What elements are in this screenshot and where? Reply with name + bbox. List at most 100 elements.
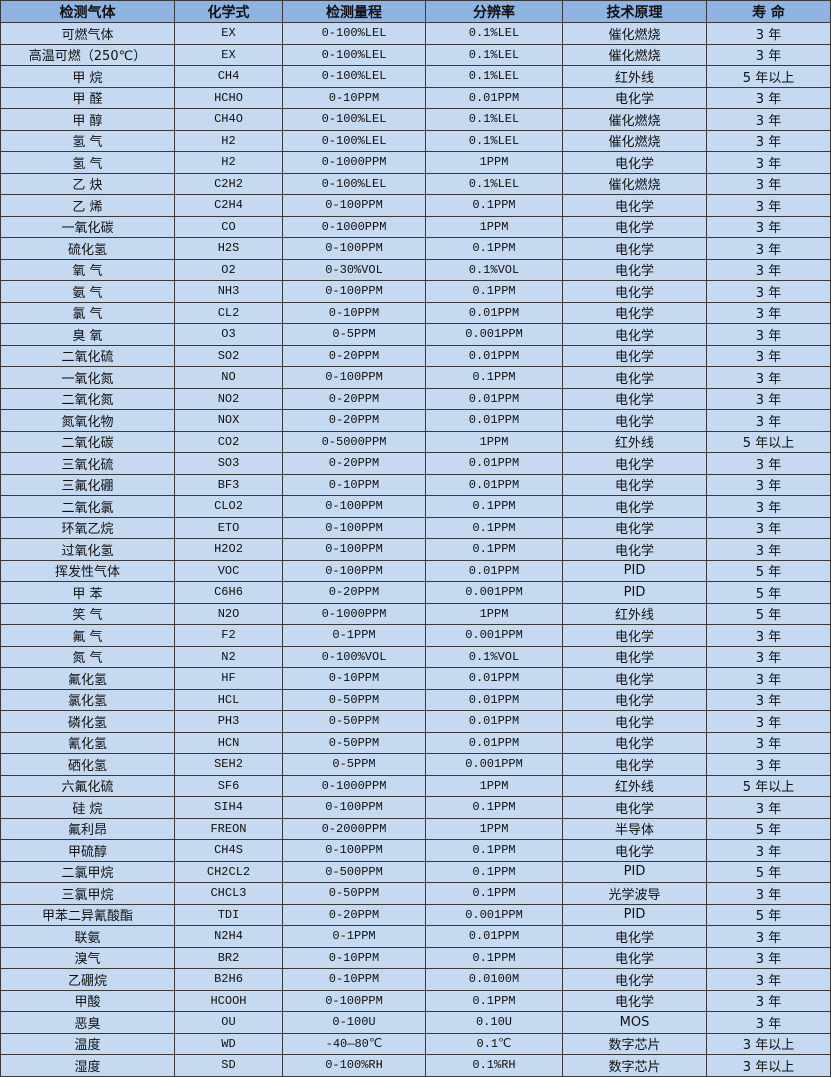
cell-principle: 电化学 [562,452,707,475]
cell-formula: PH3 [174,710,283,733]
cell-resolution: 0.1%VOL [425,258,563,281]
cell-range: 0-100PPM [282,280,426,303]
cell-range: 0-500PPM [282,860,426,883]
cell-lifespan: 5 年以上 [706,65,831,88]
table-row: 氢 气 H2 0-100%LEL 0.1%LEL 催化燃烧 3 年 [0,129,831,152]
cell-gas-name: 二氧化氮 [0,387,175,410]
cell-range: 0-20PPM [282,409,426,432]
cell-lifespan: 3 年 [706,323,831,346]
cell-gas-name: 氢 气 [0,129,175,152]
cell-formula: HCOOH [174,989,283,1012]
cell-resolution: 0.01PPM [425,452,563,475]
cell-lifespan: 3 年以上 [706,1032,831,1055]
cell-gas-name: 氯化氢 [0,688,175,711]
cell-principle: 电化学 [562,194,707,217]
table-row: 温度 WD -40—80℃ 0.1℃ 数字芯片 3 年以上 [0,1032,831,1055]
cell-principle: 电化学 [562,366,707,389]
table-row: 一氧化碳 CO 0-1000PPM 1PPM 电化学 3 年 [0,215,831,238]
cell-lifespan: 3 年 [706,280,831,303]
cell-principle: 催化燃烧 [562,43,707,66]
cell-gas-name: 甲酸 [0,989,175,1012]
cell-lifespan: 5 年 [706,559,831,582]
table-row: 硫化氢 H2S 0-100PPM 0.1PPM 电化学 3 年 [0,237,831,260]
cell-formula: BF3 [174,473,283,496]
cell-formula: HF [174,667,283,690]
cell-principle: MOS [562,1011,707,1034]
table-row: 三氧化硫 SO3 0-20PPM 0.01PPM 电化学 3 年 [0,452,831,475]
cell-resolution: 1PPM [425,602,563,625]
cell-gas-name: 温度 [0,1032,175,1055]
cell-range: 0-100PPM [282,538,426,561]
cell-gas-name: 甲 烷 [0,65,175,88]
cell-resolution: 0.01PPM [425,387,563,410]
cell-resolution: 0.10U [425,1011,563,1034]
cell-range: 0-100PPM [282,495,426,518]
cell-gas-name: 硫化氢 [0,237,175,260]
cell-resolution: 1PPM [425,151,563,174]
table-row: 可燃气体 EX 0-100%LEL 0.1%LEL 催化燃烧 3 年 [0,22,831,45]
cell-resolution: 0.001PPM [425,903,563,926]
cell-gas-name: 恶臭 [0,1011,175,1034]
cell-gas-name: 可燃气体 [0,22,175,45]
table-row: 磷化氢 PH3 0-50PPM 0.01PPM 电化学 3 年 [0,710,831,733]
cell-gas-name: 环氧乙烷 [0,516,175,539]
cell-lifespan: 3 年以上 [706,1054,831,1077]
cell-resolution: 1PPM [425,430,563,453]
cell-formula: SO2 [174,344,283,367]
cell-resolution: 1PPM [425,215,563,238]
column-header-formula: 化学式 [174,0,283,23]
column-header-gas-name: 检测气体 [0,0,175,23]
cell-principle: 电化学 [562,387,707,410]
cell-range: 0-1PPM [282,925,426,948]
cell-formula: SO3 [174,452,283,475]
cell-principle: 电化学 [562,645,707,668]
cell-range: 0-20PPM [282,344,426,367]
table-row: 氯化氢 HCL 0-50PPM 0.01PPM 电化学 3 年 [0,688,831,711]
table-row: 二氯甲烷 CH2CL2 0-500PPM 0.1PPM PID 5 年 [0,860,831,883]
cell-principle: 电化学 [562,925,707,948]
cell-principle: 电化学 [562,731,707,754]
cell-range: 0-100U [282,1011,426,1034]
cell-resolution: 0.1%LEL [425,172,563,195]
table-row: 乙 烯 C2H4 0-100PPM 0.1PPM 电化学 3 年 [0,194,831,217]
cell-formula: N2O [174,602,283,625]
cell-lifespan: 3 年 [706,538,831,561]
cell-lifespan: 3 年 [706,1011,831,1034]
table-row: 氮 气 N2 0-100%VOL 0.1%VOL 电化学 3 年 [0,645,831,668]
cell-formula: OU [174,1011,283,1034]
table-row: 乙 炔 C2H2 0-100%LEL 0.1%LEL 催化燃烧 3 年 [0,172,831,195]
cell-lifespan: 3 年 [706,882,831,905]
cell-principle: 电化学 [562,280,707,303]
cell-gas-name: 三氧化硫 [0,452,175,475]
cell-gas-name: 笑 气 [0,602,175,625]
cell-formula: NH3 [174,280,283,303]
cell-principle: 电化学 [562,796,707,819]
cell-range: 0-100PPM [282,194,426,217]
cell-lifespan: 3 年 [706,387,831,410]
cell-resolution: 0.1PPM [425,495,563,518]
cell-formula: SD [174,1054,283,1077]
cell-lifespan: 3 年 [706,237,831,260]
cell-range: 0-1000PPM [282,215,426,238]
cell-lifespan: 3 年 [706,108,831,131]
cell-lifespan: 3 年 [706,710,831,733]
cell-range: 0-20PPM [282,581,426,604]
cell-range: 0-50PPM [282,710,426,733]
cell-gas-name: 三氯甲烷 [0,882,175,905]
cell-resolution: 0.001PPM [425,624,563,647]
cell-gas-name: 二氯甲烷 [0,860,175,883]
cell-gas-name: 甲硫醇 [0,839,175,862]
cell-range: 0-2000PPM [282,817,426,840]
table-row: 高温可燃（250℃） EX 0-100%LEL 0.1%LEL 催化燃烧 3 年 [0,43,831,66]
cell-formula: CLO2 [174,495,283,518]
cell-principle: PID [562,581,707,604]
cell-resolution: 0.0100M [425,968,563,991]
table-row: 氮氧化物 NOX 0-20PPM 0.01PPM 电化学 3 年 [0,409,831,432]
cell-principle: 电化学 [562,710,707,733]
cell-principle: 电化学 [562,688,707,711]
cell-lifespan: 3 年 [706,667,831,690]
cell-lifespan: 3 年 [706,645,831,668]
cell-range: 0-10PPM [282,301,426,324]
cell-lifespan: 3 年 [706,796,831,819]
